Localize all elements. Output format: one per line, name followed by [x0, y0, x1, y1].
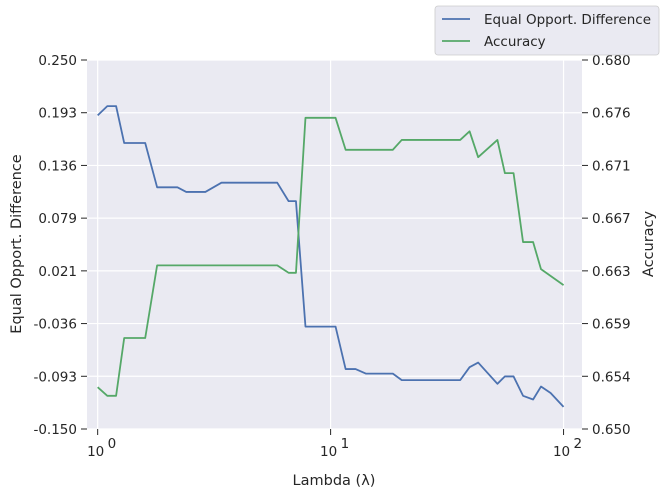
x-tick-exponent: 0: [108, 436, 117, 452]
series-layer: [97, 105, 565, 408]
right-tick-label: 0.667: [592, 211, 631, 227]
left-tick-label: 0.079: [38, 211, 77, 227]
legend-label-accuracy: Accuracy: [484, 34, 546, 50]
right-tick-label: 0.680: [592, 53, 631, 69]
right-axis-ticks: 0.650 0.654 0.659 0.663 0.667 0.671 0.676 0.680: [582, 53, 631, 438]
legend: Equal Opport. Difference Accuracy: [434, 5, 660, 56]
x-tick-exponent: 2: [574, 436, 583, 452]
left-axis-label: Equal Opport. Difference: [9, 154, 25, 333]
series-line-accuracy: [97, 116, 565, 397]
right-tick-label: 0.659: [592, 317, 631, 333]
right-tick-label: 0.650: [592, 422, 631, 438]
x-tick-label: 10: [87, 444, 104, 460]
grid-lines: [87, 59, 582, 430]
series-line-equal-opport-difference: [97, 105, 565, 408]
right-tick-label: 0.663: [592, 264, 631, 280]
x-tick-label: 10: [553, 444, 570, 460]
right-tick-label: 0.671: [592, 158, 631, 174]
left-tick-label: 0.193: [38, 106, 77, 122]
left-tick-label: 0.250: [38, 53, 77, 69]
left-tick-label: 0.021: [38, 264, 77, 280]
left-tick-label: -0.150: [33, 422, 77, 438]
plot-background: [87, 60, 582, 429]
x-tick-exponent: 1: [341, 436, 350, 452]
right-tick-label: 0.654: [592, 369, 631, 385]
x-axis-ticks: 10 0 10 1 10 2: [87, 429, 582, 460]
left-tick-label: 0.136: [38, 158, 77, 174]
right-tick-label: 0.676: [592, 106, 631, 122]
right-axis-label: Accuracy: [641, 210, 657, 277]
left-tick-label: -0.036: [33, 317, 77, 333]
x-tick-label: 10: [320, 444, 337, 460]
legend-label-equal-opport-difference: Equal Opport. Difference: [484, 12, 651, 28]
legend-box: [434, 5, 660, 56]
left-axis-ticks: -0.150 -0.093 -0.036 0.021 0.079 0.136 0.193 0.…: [33, 53, 87, 438]
left-tick-label: -0.093: [33, 369, 77, 385]
x-axis-label: Lambda (λ): [293, 473, 376, 489]
